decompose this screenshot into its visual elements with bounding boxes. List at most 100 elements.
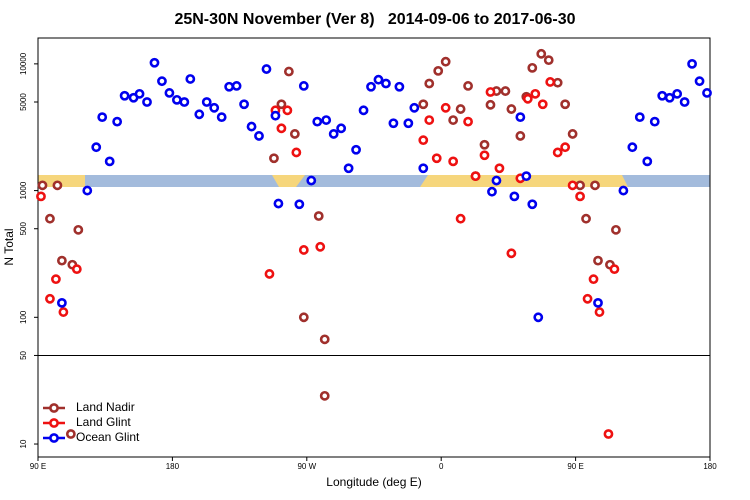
point [319, 334, 330, 345]
point [246, 121, 257, 132]
point [51, 274, 61, 285]
point [209, 102, 220, 113]
point [552, 77, 563, 88]
point [142, 97, 152, 107]
point [440, 56, 451, 67]
point [418, 135, 429, 146]
point [231, 81, 242, 91]
point [157, 76, 167, 87]
legend-marker [49, 403, 59, 413]
point [487, 186, 497, 197]
point [567, 129, 578, 139]
point [581, 213, 591, 224]
point [403, 118, 414, 129]
point [73, 224, 84, 235]
point [56, 255, 67, 266]
point [515, 112, 526, 123]
point [672, 88, 683, 99]
point [264, 269, 275, 279]
y-tick-label: 5000 [19, 93, 28, 111]
point [463, 116, 473, 127]
point [506, 248, 517, 259]
point [65, 429, 76, 439]
point [366, 81, 376, 92]
point [455, 213, 466, 224]
point [56, 297, 67, 308]
point [433, 66, 444, 76]
point [440, 102, 451, 113]
legend-marker [49, 418, 59, 428]
point [479, 139, 490, 150]
x-tick-label: 90 E [30, 462, 46, 471]
point [533, 312, 544, 323]
point [282, 105, 293, 116]
point [298, 81, 309, 91]
point [276, 123, 287, 134]
point [506, 104, 517, 114]
point [394, 81, 405, 92]
y-axis-label: N Total [2, 228, 16, 265]
point [543, 55, 554, 66]
point [358, 105, 369, 116]
point [273, 198, 284, 209]
point [618, 185, 629, 196]
point [509, 191, 520, 202]
land-band [272, 175, 305, 187]
point [611, 224, 621, 235]
point [609, 264, 620, 275]
point [45, 213, 55, 224]
point [424, 115, 435, 125]
point [185, 74, 196, 84]
point [593, 255, 603, 266]
point [418, 163, 429, 174]
point [119, 90, 130, 101]
x-tick-label: 180 [703, 462, 717, 471]
point [567, 180, 578, 191]
point [521, 171, 532, 182]
point [315, 241, 326, 252]
point [270, 110, 281, 121]
point [575, 180, 585, 191]
point [424, 78, 435, 89]
legend-marker [49, 433, 59, 443]
point [269, 153, 279, 164]
point [560, 99, 571, 110]
point [664, 92, 675, 103]
point [171, 94, 182, 105]
y-tick-label: 10 [19, 439, 28, 448]
point [418, 99, 429, 110]
point [431, 153, 442, 164]
chart-title: 25N-30N November (Ver 8) 2014-09-06 to 2… [174, 11, 575, 28]
point [582, 293, 593, 304]
point [381, 78, 391, 89]
point [552, 147, 563, 158]
point [657, 90, 668, 101]
point [97, 112, 108, 123]
point [634, 112, 645, 123]
point [536, 48, 547, 59]
point [298, 312, 309, 323]
point [530, 88, 541, 99]
point [289, 129, 300, 139]
point [470, 171, 481, 182]
point [321, 115, 332, 125]
point [179, 97, 190, 107]
point [216, 112, 227, 123]
plot-frame [37, 37, 711, 458]
point [479, 150, 490, 161]
point [522, 93, 533, 104]
point [515, 131, 526, 141]
point [463, 81, 473, 91]
point [224, 81, 235, 92]
x-tick-label: 90 E [567, 462, 583, 471]
point [149, 57, 160, 68]
point [336, 123, 347, 134]
point [194, 109, 205, 120]
x-tick-label: 0 [439, 462, 444, 471]
point [319, 390, 330, 401]
point [702, 88, 712, 98]
point [603, 429, 614, 439]
point [545, 77, 556, 87]
legend-label: Land Nadir [76, 400, 135, 414]
point [112, 116, 123, 127]
